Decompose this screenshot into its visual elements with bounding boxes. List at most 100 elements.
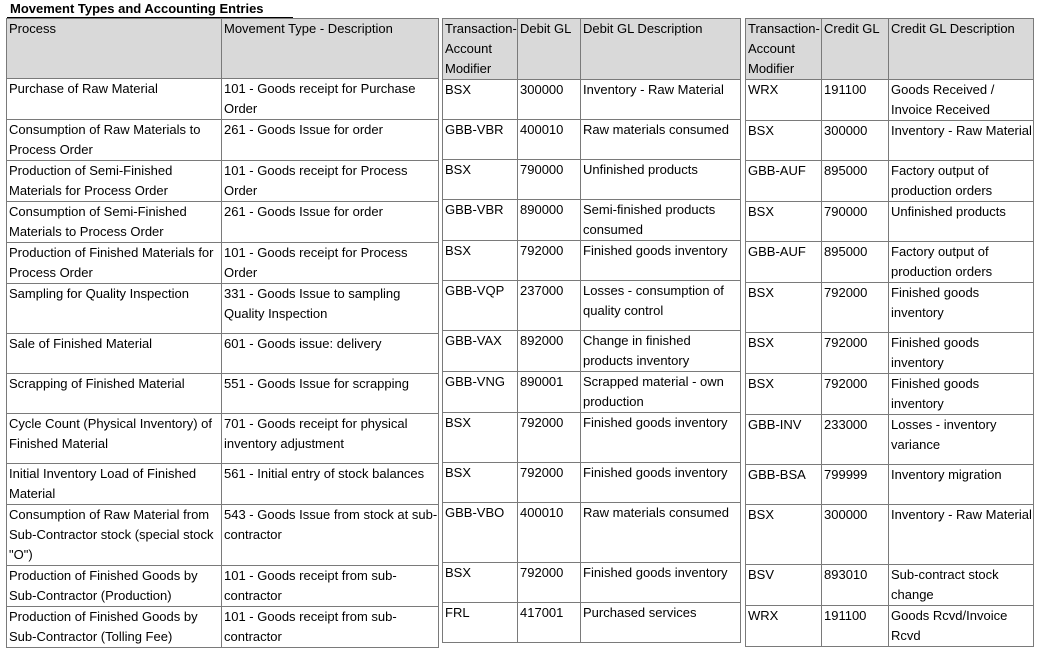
table-row: WRX 191100 Goods Rcvd/Invoice Rcvd xyxy=(745,605,1034,647)
table-row: Production of Semi-Finished Materials fo… xyxy=(6,160,439,202)
credit-description-cell: Losses - inventory variance xyxy=(888,414,1034,465)
header-row: Process Movement Type - Description xyxy=(6,18,439,79)
debit-modifier-cell: BSX xyxy=(442,562,518,603)
credit-modifier-cell: GBB-AUF xyxy=(745,160,822,202)
table-row: BSX 792000 Finished goods inventory xyxy=(745,282,1034,333)
credit-description-cell: Sub-contract stock change xyxy=(888,564,1034,606)
debit-gl-cell: 417001 xyxy=(517,602,581,643)
table-row: Production of Finished Goods by Sub-Cont… xyxy=(6,565,439,607)
process-cell: Initial Inventory Load of Finished Mater… xyxy=(6,463,222,505)
process-cell: Scrapping of Finished Material xyxy=(6,373,222,414)
process-cell: Consumption of Semi-Finished Materials t… xyxy=(6,201,222,243)
table-row: Scrapping of Finished Material 551 - Good… xyxy=(6,373,439,414)
header-row: Transaction-Account Modifier Debit GL De… xyxy=(442,18,741,80)
table-row: Sampling for Quality Inspection 331 - Goo… xyxy=(6,283,439,334)
header-movement-type: Movement Type - Description xyxy=(221,18,439,79)
table-row: GBB-VAX 892000 Change in finished products… xyxy=(442,330,741,372)
debit-modifier-cell: BSX xyxy=(442,462,518,503)
debit-gl-cell: 792000 xyxy=(517,562,581,603)
debit-modifier-cell: GBB-VBR xyxy=(442,119,518,160)
credit-description-cell: Inventory migration xyxy=(888,464,1034,505)
debit-gl-cell: 890000 xyxy=(517,199,581,241)
credit-gl-cell: 792000 xyxy=(821,332,889,374)
table-row: GBB-INV 233000 Losses - inventory variance xyxy=(745,414,1034,465)
header-debit-gl: Debit GL xyxy=(517,18,581,80)
credit-gl-cell: 300000 xyxy=(821,504,889,565)
credit-modifier-cell: WRX xyxy=(745,79,822,121)
table-row: Consumption of Raw Material from Sub-Con… xyxy=(6,504,439,566)
movement-type-cell: 101 - Goods receipt for Process Order xyxy=(221,160,439,202)
credit-modifier-cell: BSX xyxy=(745,504,822,565)
process-table: Process Movement Type - Description Purc… xyxy=(6,18,439,648)
table-row: BSX 792000 Finished goods inventory xyxy=(442,562,741,603)
debit-modifier-cell: GBB-VAX xyxy=(442,330,518,372)
debit-gl-cell: 300000 xyxy=(517,79,581,120)
table-row: BSX 792000 Finished goods inventory xyxy=(442,462,741,503)
credit-description-cell: Factory output of production orders xyxy=(888,160,1034,202)
table-row: Production of Finished Materials for Pro… xyxy=(6,242,439,284)
credit-gl-cell: 792000 xyxy=(821,282,889,333)
header-credit-description: Credit GL Description xyxy=(888,18,1034,80)
table-row: GBB-BSA 799999 Inventory migration xyxy=(745,464,1034,505)
movement-type-cell: 101 - Goods receipt for Purchase Order xyxy=(221,78,439,120)
debit-description-cell: Change in finished products inventory xyxy=(580,330,741,372)
debit-description-cell: Raw materials consumed xyxy=(580,119,741,160)
debit-table: Transaction-Account Modifier Debit GL De… xyxy=(442,18,741,643)
credit-description-cell: Factory output of production orders xyxy=(888,241,1034,283)
movement-type-cell: 101 - Goods receipt for Process Order xyxy=(221,242,439,284)
debit-modifier-cell: BSX xyxy=(442,159,518,200)
debit-description-cell: Finished goods inventory xyxy=(580,412,741,463)
credit-table: Transaction-Account Modifier Credit GL C… xyxy=(745,18,1034,647)
debit-gl-cell: 237000 xyxy=(517,280,581,331)
credit-gl-cell: 792000 xyxy=(821,373,889,415)
credit-modifier-cell: BSX xyxy=(745,201,822,242)
table-row: GBB-AUF 895000 Factory output of productio… xyxy=(745,241,1034,283)
credit-gl-cell: 300000 xyxy=(821,120,889,161)
process-cell: Purchase of Raw Material xyxy=(6,78,222,120)
credit-modifier-cell: BSX xyxy=(745,332,822,374)
credit-modifier-cell: GBB-BSA xyxy=(745,464,822,505)
debit-description-cell: Unfinished products xyxy=(580,159,741,200)
table-row: GBB-VNG 890001 Scrapped material - own pro… xyxy=(442,371,741,413)
credit-description-cell: Finished goods inventory xyxy=(888,332,1034,374)
table-row: Production of Finished Goods by Sub-Cont… xyxy=(6,606,439,648)
debit-modifier-cell: BSX xyxy=(442,240,518,281)
title-underline xyxy=(7,17,293,18)
process-cell: Production of Finished Goods by Sub-Cont… xyxy=(6,565,222,607)
credit-modifier-cell: GBB-AUF xyxy=(745,241,822,283)
movement-type-cell: 561 - Initial entry of stock balances xyxy=(221,463,439,505)
table-row: Consumption of Semi-Finished Materials t… xyxy=(6,201,439,243)
debit-gl-cell: 792000 xyxy=(517,462,581,503)
process-cell: Sampling for Quality Inspection xyxy=(6,283,222,334)
table-row: BSX 790000 Unfinished products xyxy=(745,201,1034,242)
credit-description-cell: Goods Received / Invoice Received xyxy=(888,79,1034,121)
header-process: Process xyxy=(6,18,222,79)
movement-type-cell: 101 - Goods receipt from sub-contractor xyxy=(221,565,439,607)
process-cell: Production of Finished Goods by Sub-Cont… xyxy=(6,606,222,648)
credit-gl-cell: 895000 xyxy=(821,160,889,202)
debit-gl-cell: 792000 xyxy=(517,412,581,463)
credit-modifier-cell: GBB-INV xyxy=(745,414,822,465)
table-row: BSX 790000 Unfinished products xyxy=(442,159,741,200)
debit-modifier-cell: GBB-VNG xyxy=(442,371,518,413)
credit-description-cell: Finished goods inventory xyxy=(888,282,1034,333)
movement-type-cell: 601 - Goods issue: delivery xyxy=(221,333,439,374)
table-row: BSX 792000 Finished goods inventory xyxy=(745,332,1034,374)
table-row: BSV 893010 Sub-contract stock change xyxy=(745,564,1034,606)
table-row: GBB-VQP 237000 Losses - consumption of qua… xyxy=(442,280,741,331)
table-row: BSX 300000 Inventory - Raw Material xyxy=(745,504,1034,565)
table-row: BSX 792000 Finished goods inventory xyxy=(442,412,741,463)
credit-gl-cell: 895000 xyxy=(821,241,889,283)
process-cell: Production of Finished Materials for Pro… xyxy=(6,242,222,284)
movement-type-cell: 101 - Goods receipt from sub-contractor xyxy=(221,606,439,648)
debit-description-cell: Finished goods inventory xyxy=(580,462,741,503)
debit-description-cell: Semi-finished products consumed xyxy=(580,199,741,241)
debit-description-cell: Losses - consumption of quality control xyxy=(580,280,741,331)
movement-type-cell: 261 - Goods Issue for order xyxy=(221,201,439,243)
credit-description-cell: Inventory - Raw Material xyxy=(888,504,1034,565)
table-row: FRL 417001 Purchased services xyxy=(442,602,741,643)
page-title: Movement Types and Accounting Entries xyxy=(10,1,264,16)
credit-gl-cell: 799999 xyxy=(821,464,889,505)
header-debit-description: Debit GL Description xyxy=(580,18,741,80)
credit-description-cell: Goods Rcvd/Invoice Rcvd xyxy=(888,605,1034,647)
